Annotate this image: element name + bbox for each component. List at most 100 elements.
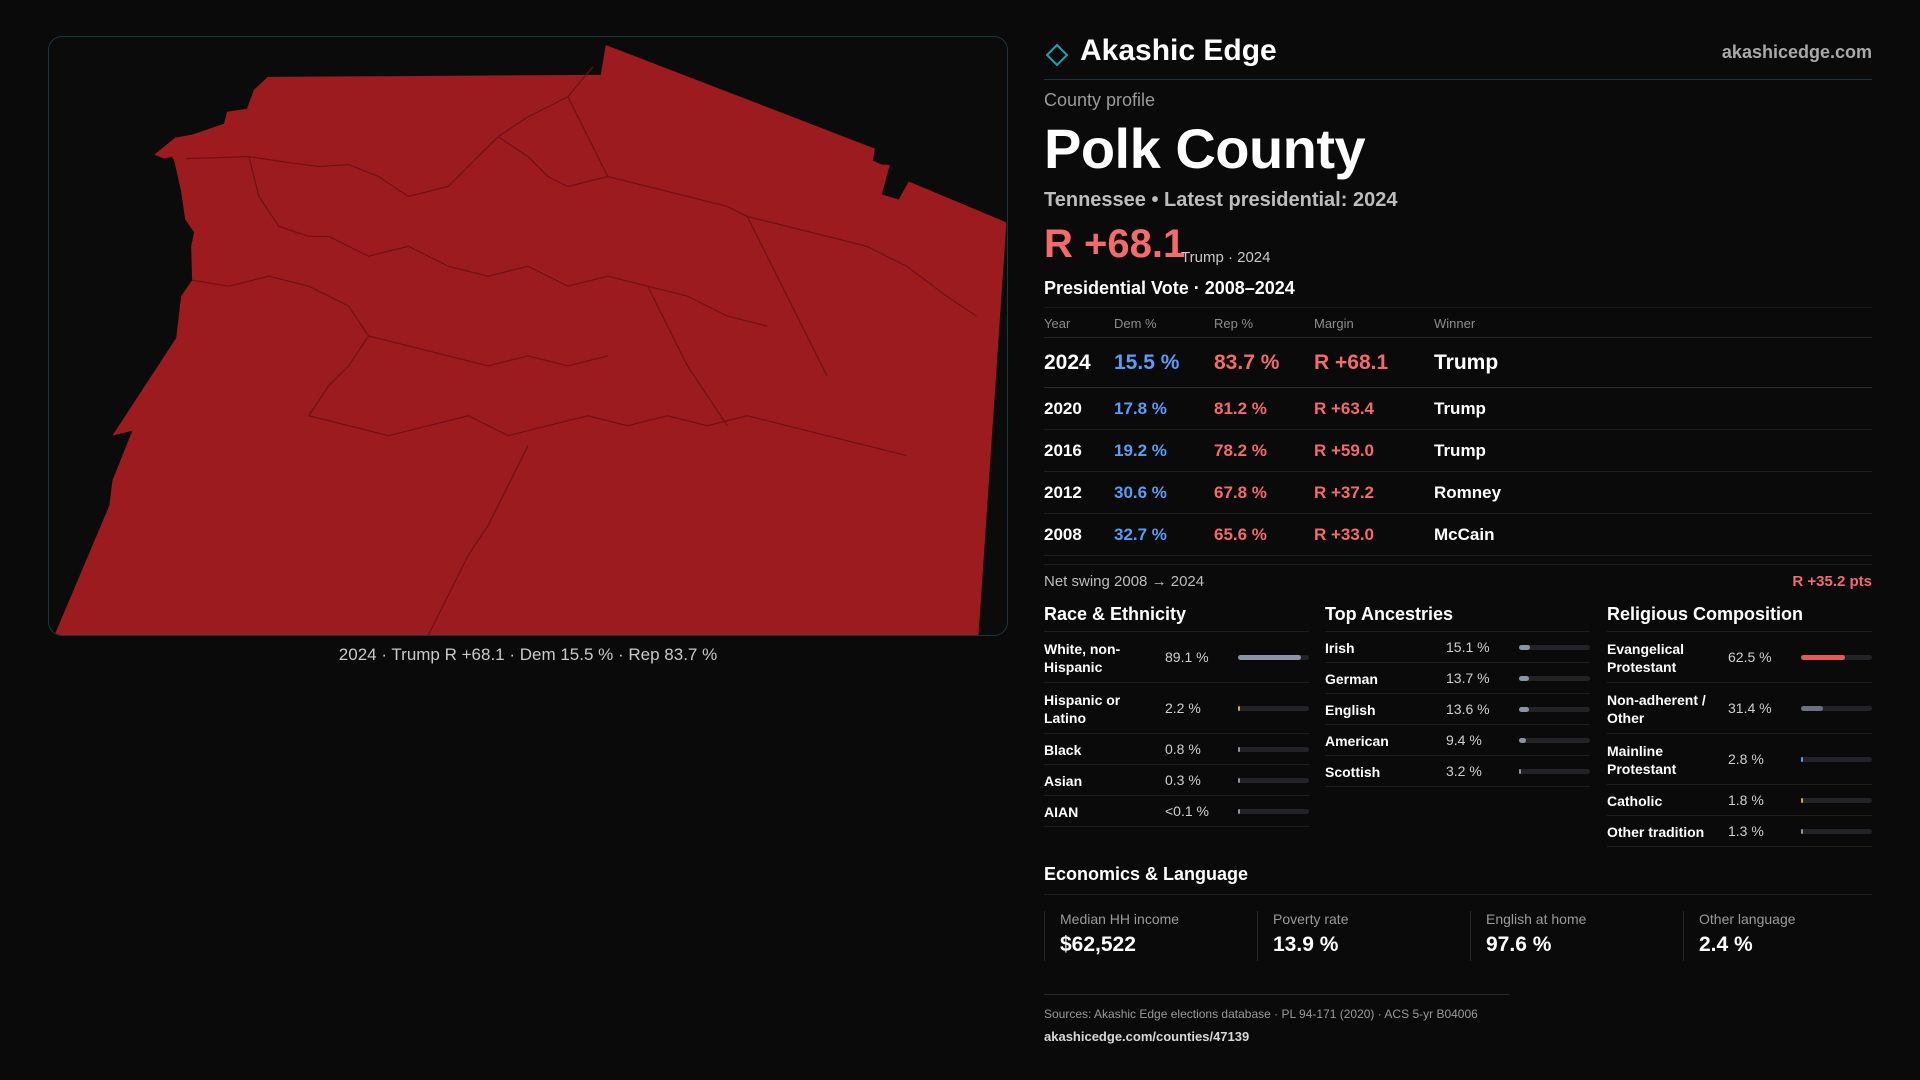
demo-bar-track [1801,798,1872,803]
header-margin: Margin [1314,316,1354,331]
demo-bar-track [1801,829,1872,834]
demo-bar-track [1801,655,1872,660]
demo-value: 0.8 % [1165,741,1201,757]
cell-winner: Trump [1434,441,1486,460]
cell-winner: Romney [1434,483,1502,502]
net-swing-value: R +35.2 pts [1792,573,1872,590]
demo-label: Evangelical Protestant [1607,641,1685,675]
demo-bar-track [1801,706,1872,711]
demo-value: 13.6 % [1446,701,1490,717]
demo-bar-track [1519,769,1590,774]
demo-value: 2.2 % [1165,700,1201,716]
cell-rep: 67.8 % [1214,483,1267,502]
demo-bar-fill [1519,676,1529,681]
cell-margin: R +37.2 [1314,483,1375,502]
table-row[interactable]: 2012 30.6 % 67.8 % R +37.2 Romney [1044,472,1872,514]
map-caption: 2024 · Trump R +68.1 · Dem 15.5 % · Rep … [338,645,718,664]
table-row[interactable]: 2016 19.2 % 78.2 % R +59.0 Trump [1044,430,1872,472]
county-map[interactable] [48,36,1008,636]
econ-stat: Other language 2.4 % [1683,911,1873,961]
demo-value: 3.2 % [1446,763,1482,779]
list-item: Mainline Protestant 2.8 % [1607,734,1872,785]
cell-rep: 81.2 % [1214,399,1267,418]
demo-label: American [1325,733,1389,749]
demo-bar-fill [1801,655,1846,660]
econ-label: Other language [1699,911,1796,927]
econ-stat: Poverty rate 13.9 % [1257,911,1447,961]
table-row[interactable]: 2020 17.8 % 81.2 % R +63.4 Trump [1044,388,1872,430]
header-rep: Rep % [1214,316,1254,331]
race-ethnicity-section: Race & Ethnicity White, non-Hispanic 89.… [1044,604,1309,827]
list-item: Hispanic or Latino 2.2 % [1044,683,1309,734]
table-row[interactable]: 2008 32.7 % 65.6 % R +33.0 McCain [1044,514,1872,556]
econ-label: Poverty rate [1273,911,1349,927]
demo-label: Black [1044,742,1082,758]
net-swing-row: Net swing 2008 → 2024 R +35.2 pts [1044,564,1872,590]
demo-value: 1.3 % [1728,823,1764,839]
county-subtitle: Tennessee • Latest presidential: 2024 [1044,189,1398,211]
page-title: Polk County [1044,117,1366,180]
demo-bar-track [1238,778,1309,783]
header-winner: Winner [1434,316,1476,331]
demo-label: Catholic [1607,793,1663,809]
vote-section-title: Presidential Vote · 2008–2024 [1044,278,1295,298]
demo-bar-track [1519,645,1590,650]
precinct-lines [186,66,977,635]
demo-bar-fill [1801,757,1803,762]
list-item: Black 0.8 % [1044,734,1309,765]
cell-rep: 83.7 % [1214,351,1280,374]
demo-bar-fill [1519,769,1522,774]
cell-year: 2016 [1044,441,1082,460]
econ-label: Median HH income [1060,911,1180,927]
economics-section-title: Economics & Language [1044,864,1249,884]
table-row[interactable]: 2024 15.5 % 83.7 % R +68.1 Trump [1044,338,1872,388]
demo-label: Non-adherent / Other [1607,692,1706,726]
list-item: White, non-Hispanic 89.1 % [1044,632,1309,683]
demo-label: AIAN [1044,804,1079,820]
demo-bar-track [1519,707,1590,712]
vote-table-header: Year Dem % Rep % Margin Winner [1044,308,1872,338]
econ-label: English at home [1486,911,1587,927]
brand-url-link[interactable]: akashicedge.com [1721,42,1872,62]
cell-winner: McCain [1434,525,1495,544]
demo-value: 0.3 % [1165,772,1201,788]
demo-bar-track [1238,809,1309,814]
county-shape[interactable] [54,44,1007,635]
demo-value: 2.8 % [1728,751,1764,767]
ancestries-section: Top Ancestries Irish 15.1 % German 13.7 … [1325,604,1590,787]
list-item: Asian 0.3 % [1044,765,1309,796]
cell-year: 2008 [1044,525,1082,544]
ancestry-section-title: Top Ancestries [1325,604,1590,632]
cell-margin: R +59.0 [1314,441,1375,460]
brand-name[interactable]: Akashic Edge [1080,34,1277,67]
demo-bar-fill [1238,706,1240,711]
demo-bar-fill [1519,738,1526,743]
diamond-logo-icon [1046,44,1068,66]
demo-label: Scottish [1325,764,1381,780]
vote-table: Year Dem % Rep % Margin Winner 2024 15.5… [1044,307,1872,556]
demo-value: <0.1 % [1165,803,1209,819]
cell-margin: R +63.4 [1314,399,1375,418]
list-item: Non-adherent / Other 31.4 % [1607,683,1872,734]
demo-value: 15.1 % [1446,639,1490,655]
demo-value: 13.7 % [1446,670,1490,686]
sources-note: Sources: Akashic Edge elections database… [1044,1007,1478,1021]
county-permalink[interactable]: akashicedge.com/counties/47139 [1044,1029,1250,1044]
demo-label: Other tradition [1607,824,1705,840]
religion-section: Religious Composition Evangelical Protes… [1607,604,1872,847]
demo-label: Mainline Protestant [1607,743,1677,777]
econ-value: 2.4 % [1699,933,1753,956]
cell-rep: 78.2 % [1214,441,1267,460]
list-item: American 9.4 % [1325,725,1590,756]
latest-margin-note: Trump · 2024 [1181,249,1271,266]
demo-label: English [1325,702,1376,718]
demo-bar-fill [1801,798,1803,803]
demo-bar-track [1238,655,1309,660]
county-map-svg [54,44,1007,635]
list-item: German 13.7 % [1325,663,1590,694]
demo-bar-fill [1238,747,1240,752]
cell-dem: 17.8 % [1114,399,1167,418]
econ-value: $62,522 [1060,933,1136,956]
demo-bar-fill [1238,809,1240,814]
economics-section: Median HH income $62,522 Poverty rate 13… [1044,894,1873,961]
